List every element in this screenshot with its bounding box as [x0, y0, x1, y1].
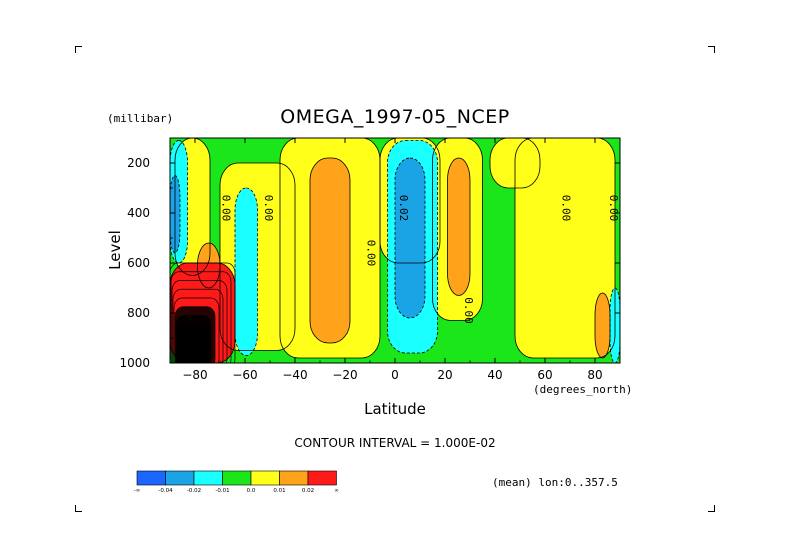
contour-label: 0.00: [462, 297, 475, 324]
contour-line-dense: [173, 297, 220, 363]
x-tick-label: 80: [587, 368, 602, 382]
axes: −80 −60 −40 −20 0 20 40 60 80 200 400 600 800 1000: [119, 137, 621, 382]
contour-region-pos0: [515, 138, 615, 358]
y-tick-label: 800: [127, 306, 150, 320]
contour-line-dense: [172, 288, 224, 363]
contour-region-neg3: [395, 158, 425, 318]
contour-label: 0.00: [220, 195, 233, 222]
x-tick-label: −80: [182, 368, 207, 382]
colorbar-label: ∞: [334, 488, 339, 494]
contour-label: 0.02: [397, 195, 410, 222]
y-tick-label: 600: [127, 256, 150, 270]
y-tick-label: 200: [127, 156, 150, 170]
contour-line: [197, 242, 221, 289]
contour-line: [387, 140, 438, 354]
crop-mark-bottom-right: [708, 505, 715, 512]
colorbar-swatch: [250, 470, 280, 486]
colorbar-swatch: [193, 470, 223, 486]
contour-line: [447, 157, 471, 296]
colorbar-swatch: [136, 470, 166, 486]
mean-subtitle: (mean) lon:0..357.5: [492, 476, 618, 489]
y-axis-units: (millibar): [107, 112, 174, 125]
x-tick-label: 40: [487, 368, 502, 382]
contour-line: [394, 157, 426, 319]
x-axis-units: (degrees_north): [533, 383, 633, 396]
chart-title: OMEGA_1997-05_NCEP: [280, 106, 510, 128]
contour-label: 0.00: [262, 195, 275, 222]
contour-labels: 0.00 0.00 0.00 0.02 0.00 0.00 0.00: [220, 195, 621, 324]
contour-line: [170, 140, 188, 264]
contour-fills: [170, 138, 620, 363]
x-axis-label: Latitude: [364, 400, 426, 418]
colorbar-label: 0.01: [273, 488, 285, 494]
contour-interval-label: CONTOUR INTERVAL = 1.000E-02: [294, 436, 496, 450]
contour-region-pos1: [595, 293, 610, 358]
x-tick-label: −20: [332, 368, 357, 382]
contour-line: [432, 138, 483, 321]
contour-line: [279, 138, 381, 359]
contour-line: [174, 138, 211, 276]
x-tick-label: −60: [232, 368, 257, 382]
contour-line: [379, 138, 441, 264]
contour-region-neg2: [235, 188, 258, 356]
colorbar-swatch: [165, 470, 195, 486]
colorbar-label: -0.02: [187, 488, 201, 494]
crop-mark-top-left: [75, 46, 82, 53]
crop-mark-top-right: [708, 46, 715, 53]
contour-region-pos1: [447, 158, 470, 296]
colorbar-label: -0.04: [158, 488, 173, 494]
contour-line-dense: [176, 323, 208, 363]
contour-line: [170, 175, 181, 254]
contour-line: [309, 157, 351, 344]
contour-line-dense: [171, 280, 228, 363]
y-tick-label: 400: [127, 206, 150, 220]
y-tick-label: 1000: [119, 356, 150, 370]
x-tick-label: 60: [537, 368, 552, 382]
colorbar-label: 0.0: [247, 488, 256, 494]
x-tick-label: 0: [391, 368, 399, 382]
contour-lines: [170, 138, 620, 363]
crop-mark-bottom-left: [75, 505, 82, 512]
contour-label: 0.00: [607, 195, 620, 222]
contour-line: [219, 162, 296, 351]
colorbar-label: -0.01: [215, 488, 229, 494]
colorbar-swatch: [222, 470, 252, 486]
colorbar-label: -∞: [134, 488, 141, 494]
colorbar: -∞ -0.04 -0.02 -0.01 0.0 0.01 0.02 ∞: [134, 470, 339, 494]
colorbar-swatch: [307, 470, 337, 486]
contour-line: [514, 138, 616, 359]
colorbar-label: 0.02: [302, 488, 314, 494]
contour-line-dense: [170, 262, 236, 363]
contour-label: 0.00: [365, 240, 378, 267]
x-tick-label: 20: [437, 368, 452, 382]
colorbar-swatch: [279, 470, 309, 486]
contour-label: 0.00: [560, 195, 573, 222]
contour-line: [609, 287, 620, 363]
contour-line-dense: [170, 271, 232, 363]
contour-region-pos1: [310, 158, 350, 343]
x-tick-label: −40: [282, 368, 307, 382]
